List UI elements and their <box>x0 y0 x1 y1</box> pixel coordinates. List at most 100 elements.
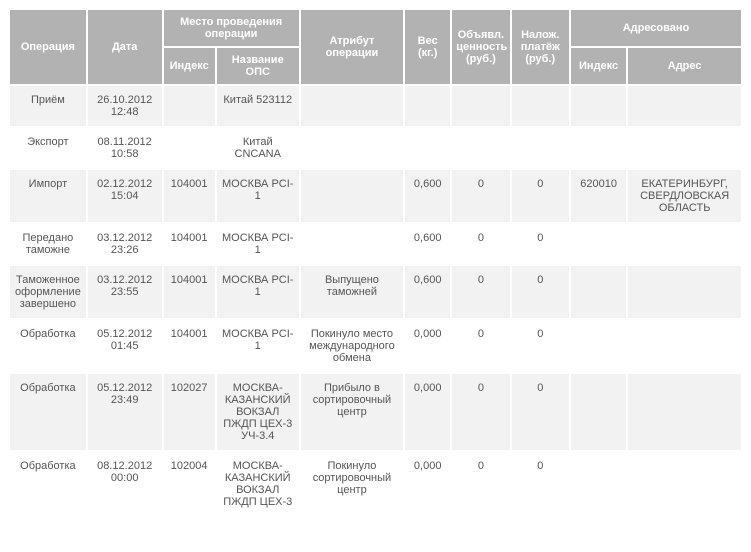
cell-addr-index <box>571 320 626 372</box>
cell-index: 104001 <box>164 320 215 372</box>
cell-attribute: Выпущено таможней <box>301 266 403 318</box>
cell-cod: 0 <box>512 452 569 516</box>
cell-cod <box>512 86 569 126</box>
cell-ops: МОСКВА PCI-1 <box>217 266 299 318</box>
table-row: Обработка08.12.2012 00:00102004МОСКВА-КА… <box>10 452 741 516</box>
cell-ops: МОСКВА PCI-1 <box>217 224 299 264</box>
cell-cod: 0 <box>512 374 569 450</box>
cell-attribute <box>301 86 403 126</box>
cell-addr-index <box>571 128 626 168</box>
cell-operation: Обработка <box>10 320 86 372</box>
cell-operation: Приём <box>10 86 86 126</box>
cell-date: 08.12.2012 00:00 <box>88 452 162 516</box>
table-row: Экспорт08.11.2012 10:58 Китай CNCANA <box>10 128 741 168</box>
cell-weight: 0,000 <box>405 452 450 516</box>
table-row: Приём26.10.2012 12:48 Китай 523112 <box>10 86 741 126</box>
table-row: Передано таможне03.12.2012 23:26104001МО… <box>10 224 741 264</box>
cell-addr-index <box>571 374 626 450</box>
cell-operation: Таможенное оформление завершено <box>10 266 86 318</box>
table-row: Импорт02.12.2012 15:04104001МОСКВА PCI-1… <box>10 170 741 222</box>
cell-date: 03.12.2012 23:26 <box>88 224 162 264</box>
cell-operation: Обработка <box>10 452 86 516</box>
tracking-table: Операция Дата Место проведения операции … <box>8 8 743 518</box>
cell-declared-value: 0 <box>452 452 509 516</box>
table-head: Операция Дата Место проведения операции … <box>10 10 741 84</box>
cell-cod: 0 <box>512 170 569 222</box>
col-declared-value: Объявл. ценность (руб.) <box>452 10 509 84</box>
cell-cod: 0 <box>512 266 569 318</box>
cell-attribute: Покинуло место международного обмена <box>301 320 403 372</box>
cell-index: 104001 <box>164 266 215 318</box>
cell-ops: МОСКВА PCI-1 <box>217 170 299 222</box>
cell-ops: МОСКВА-КАЗАНСКИЙ ВОКЗАЛ ПЖДП ЦЕХ-3 <box>217 452 299 516</box>
col-weight: Вес (кг.) <box>405 10 450 84</box>
cell-weight: 0,600 <box>405 266 450 318</box>
cell-date: 08.11.2012 10:58 <box>88 128 162 168</box>
cell-addr <box>628 128 741 168</box>
cell-cod: 0 <box>512 320 569 372</box>
cell-index: 102027 <box>164 374 215 450</box>
cell-weight <box>405 128 450 168</box>
cell-addr-index <box>571 266 626 318</box>
cell-date: 03.12.2012 23:55 <box>88 266 162 318</box>
cell-addr <box>628 452 741 516</box>
cell-index <box>164 86 215 126</box>
cell-operation: Обработка <box>10 374 86 450</box>
cell-ops: МОСКВА-КАЗАНСКИЙ ВОКЗАЛ ПЖДП ЦЕХ-3 УЧ-3.… <box>217 374 299 450</box>
cell-declared-value: 0 <box>452 224 509 264</box>
cell-date: 05.12.2012 23:49 <box>88 374 162 450</box>
col-ops-name: Название ОПС <box>217 48 299 84</box>
col-addr: Адрес <box>628 48 741 84</box>
table-row: Обработка05.12.2012 01:45104001МОСКВА PC… <box>10 320 741 372</box>
cell-addr <box>628 320 741 372</box>
cell-operation: Экспорт <box>10 128 86 168</box>
cell-declared-value <box>452 128 509 168</box>
cell-operation: Импорт <box>10 170 86 222</box>
col-addr-index: Индекс <box>571 48 626 84</box>
cell-attribute <box>301 224 403 264</box>
cell-addr-index <box>571 452 626 516</box>
cell-addr <box>628 224 741 264</box>
col-cod: Налож. платёж (руб.) <box>512 10 569 84</box>
cell-date: 26.10.2012 12:48 <box>88 86 162 126</box>
cell-cod <box>512 128 569 168</box>
cell-addr <box>628 374 741 450</box>
table-body: Приём26.10.2012 12:48Китай 523112Экспорт… <box>10 86 741 516</box>
cell-declared-value <box>452 86 509 126</box>
cell-date: 02.12.2012 15:04 <box>88 170 162 222</box>
col-attribute: Атрибут операции <box>301 10 403 84</box>
cell-ops: МОСКВА PCI-1 <box>217 320 299 372</box>
cell-addr <box>628 86 741 126</box>
col-operation: Операция <box>10 10 86 84</box>
cell-ops: Китай 523112 <box>217 86 299 126</box>
cell-ops: Китай CNCANA <box>217 128 299 168</box>
cell-addr <box>628 266 741 318</box>
cell-weight: 0,600 <box>405 170 450 222</box>
cell-addr-index <box>571 224 626 264</box>
table-row: Таможенное оформление завершено03.12.201… <box>10 266 741 318</box>
cell-addr: ЕКАТЕРИНБУРГ, СВЕРДЛОВСКАЯ ОБЛАСТЬ <box>628 170 741 222</box>
table-row: Обработка05.12.2012 23:49102027МОСКВА-КА… <box>10 374 741 450</box>
cell-declared-value: 0 <box>452 266 509 318</box>
cell-weight: 0,000 <box>405 374 450 450</box>
cell-attribute: Прибыло в сортировочный центр <box>301 374 403 450</box>
cell-declared-value: 0 <box>452 320 509 372</box>
col-place-group: Место проведения операции <box>164 10 299 46</box>
col-addressed-group: Адресовано <box>571 10 741 46</box>
cell-attribute <box>301 128 403 168</box>
cell-attribute: Покинуло сортировочный центр <box>301 452 403 516</box>
cell-addr-index <box>571 86 626 126</box>
cell-operation: Передано таможне <box>10 224 86 264</box>
cell-index <box>164 128 215 168</box>
cell-date: 05.12.2012 01:45 <box>88 320 162 372</box>
cell-declared-value: 0 <box>452 374 509 450</box>
cell-index: 104001 <box>164 224 215 264</box>
cell-index: 104001 <box>164 170 215 222</box>
cell-weight <box>405 86 450 126</box>
cell-addr-index: 620010 <box>571 170 626 222</box>
col-date: Дата <box>88 10 162 84</box>
cell-declared-value: 0 <box>452 170 509 222</box>
cell-weight: 0,600 <box>405 224 450 264</box>
cell-weight: 0,000 <box>405 320 450 372</box>
cell-attribute <box>301 170 403 222</box>
